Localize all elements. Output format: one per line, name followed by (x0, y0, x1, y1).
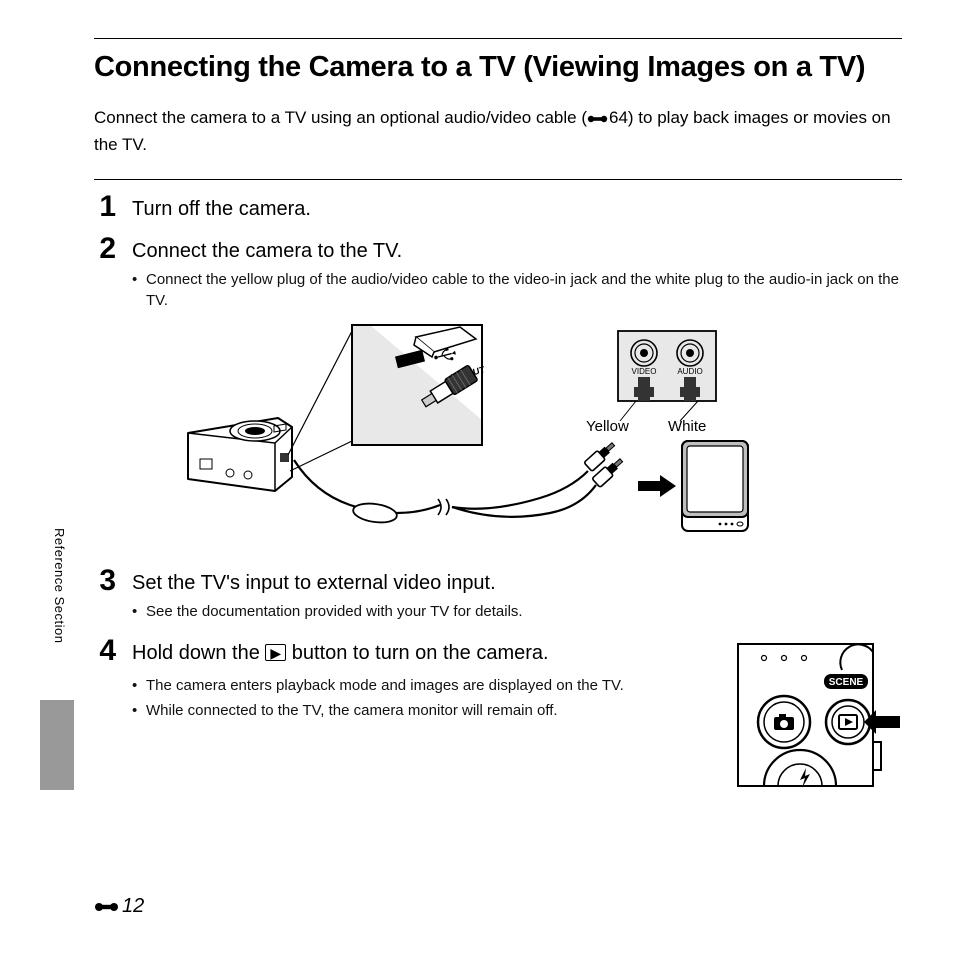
step-3-head: Set the TV's input to external video inp… (132, 572, 902, 595)
step-3-bullet-1: See the documentation provided with your… (132, 601, 902, 622)
video-label: VIDEO (632, 367, 657, 376)
step-4-head-a: Hold down the (132, 642, 265, 664)
playback-button-icon: ▶ (265, 644, 286, 661)
step-3: 3 Set the TV's input to external video i… (94, 566, 902, 626)
step-4: 4 Hold down the ▶ button to turn on the … (94, 636, 902, 788)
ref-icon (587, 108, 609, 133)
sidebar-tab (40, 700, 74, 790)
step-4-bullet-2: While connected to the TV, the camera mo… (132, 700, 716, 721)
rule-mid (94, 179, 902, 180)
step-1: 1 Turn off the camera. (94, 192, 902, 222)
step-2-head: Connect the camera to the TV. (132, 240, 902, 263)
audio-label: AUDIO (677, 367, 702, 376)
ref-section-icon (94, 900, 120, 914)
rule-top (94, 38, 902, 39)
camera-back-diagram: SCENE (736, 642, 902, 788)
step-1-head: Turn off the camera. (132, 198, 902, 221)
connection-diagram: A/V OUT (170, 323, 750, 553)
step-4-bullet-1: The camera enters playback mode and imag… (132, 675, 716, 696)
intro-ref: 64 (609, 108, 628, 127)
page-number-value: 12 (122, 895, 144, 918)
page-title: Connecting the Camera to a TV (Viewing I… (94, 51, 902, 84)
white-label: White (668, 418, 706, 435)
step-4-head-b: button to turn on the camera. (286, 642, 548, 664)
camera-illustration (188, 418, 292, 491)
page-number: 12 (94, 895, 144, 918)
intro-text: Connect the camera to a TV using an opti… (94, 106, 902, 157)
step-2-num: 2 (94, 234, 116, 564)
step-2: 2 Connect the camera to the TV. Connect … (94, 234, 902, 564)
arrow-to-tv-icon (638, 475, 676, 497)
yellow-label: Yellow (586, 418, 629, 435)
scene-label: SCENE (829, 677, 864, 688)
sidebar-section-label: Reference Section (52, 528, 67, 643)
camera-port-magnified: A/V OUT (352, 325, 486, 445)
tv-illustration (682, 441, 748, 531)
step-1-num: 1 (94, 192, 116, 222)
step-4-head: Hold down the ▶ button to turn on the ca… (132, 642, 716, 665)
tv-jacks: VIDEO AUDIO (618, 331, 716, 401)
step-3-num: 3 (94, 566, 116, 626)
intro-a: Connect the camera to a TV using an opti… (94, 108, 587, 127)
step-2-bullet-1: Connect the yellow plug of the audio/vid… (132, 269, 902, 311)
step-4-num: 4 (94, 636, 116, 788)
